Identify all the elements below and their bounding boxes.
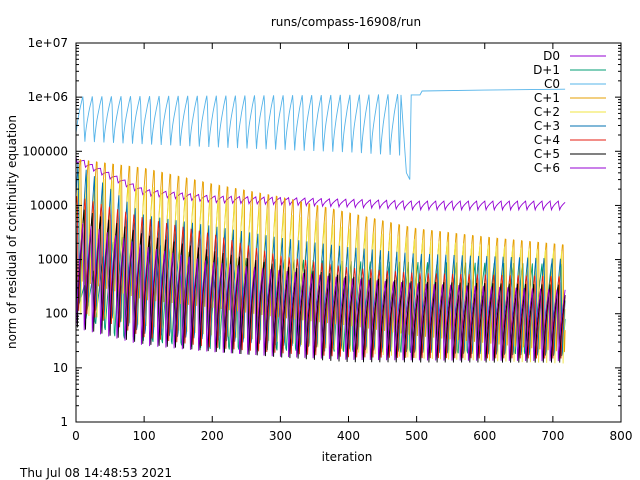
x-axis-label: iteration — [322, 450, 373, 464]
y-tick-label: 100 — [45, 307, 68, 321]
y-tick-label: 10000 — [30, 198, 68, 212]
legend-label: D0 — [543, 49, 560, 63]
y-axis-label: norm of residual of continuity equation — [5, 115, 19, 349]
legend-label: C+2 — [534, 105, 560, 119]
x-tick-label: 500 — [405, 429, 428, 443]
legend-label: C+4 — [534, 133, 560, 147]
y-tick-label: 1 — [60, 415, 68, 429]
chart-title: runs/compass-16908/run — [271, 15, 421, 29]
y-tick-label: 1e+07 — [28, 36, 68, 50]
x-tick-label: 400 — [337, 429, 360, 443]
x-tick-label: 100 — [133, 429, 156, 443]
x-tick-label: 600 — [473, 429, 496, 443]
series-line-c0 — [76, 88, 566, 180]
legend-label: C+6 — [534, 161, 560, 175]
series-line-cplus6 — [76, 222, 566, 362]
series-line-d0 — [76, 156, 566, 212]
timestamp: Thu Jul 08 14:48:53 2021 — [20, 466, 172, 480]
x-tick-label: 800 — [610, 429, 633, 443]
legend-label: C+5 — [534, 147, 560, 161]
y-axis-ticks: 1 10 100 1000 10000 100000 1e+06 1e+07 — [22, 36, 621, 429]
legend-label: C0 — [544, 77, 560, 91]
y-tick-label: 10 — [53, 361, 68, 375]
y-tick-label: 1000 — [37, 253, 68, 267]
x-tick-label: 200 — [201, 429, 224, 443]
legend-label: D+1 — [533, 63, 560, 77]
x-axis-ticks: 0 100 200 300 400 500 600 700 800 — [72, 43, 632, 443]
series-layer — [76, 88, 566, 364]
x-tick-label: 700 — [541, 429, 564, 443]
y-tick-label: 100000 — [22, 144, 68, 158]
legend-label: C+3 — [534, 119, 560, 133]
legend-label: C+1 — [534, 91, 560, 105]
y-tick-label: 1e+06 — [28, 90, 68, 104]
x-tick-label: 300 — [269, 429, 292, 443]
x-tick-label: 0 — [72, 429, 80, 443]
